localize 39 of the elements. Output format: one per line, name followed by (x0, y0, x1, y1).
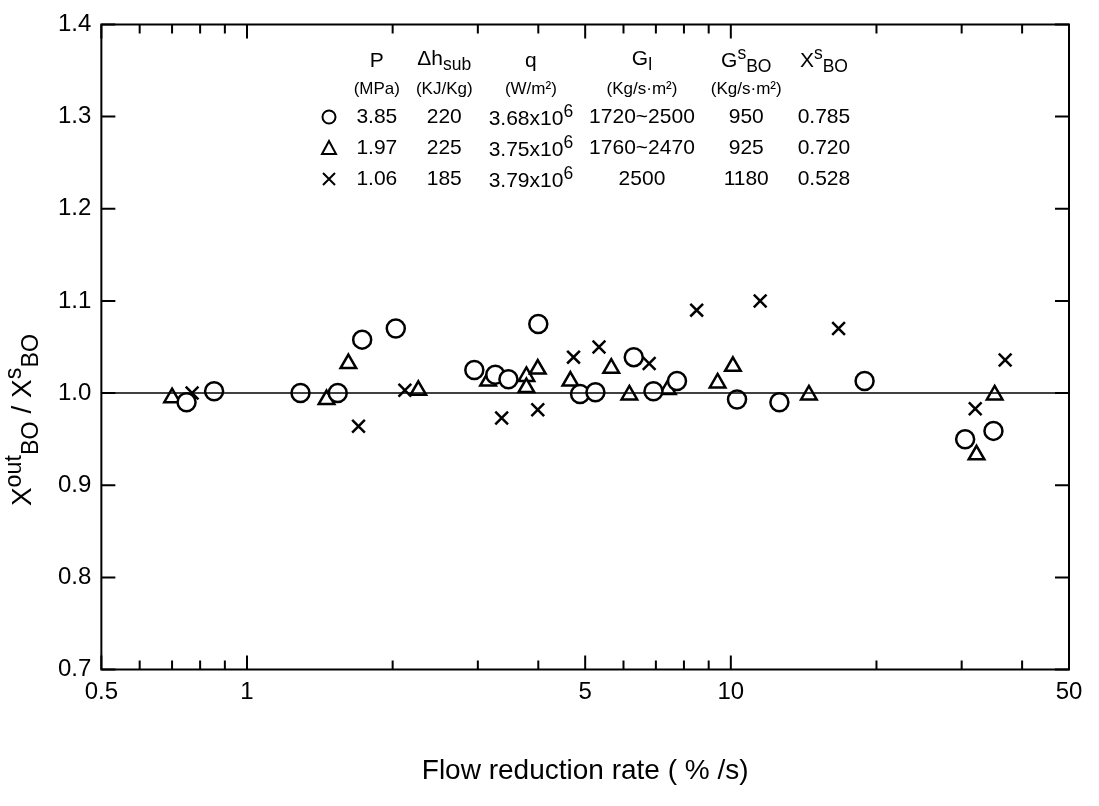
y-tick-label: 0.9 (57, 469, 92, 497)
annotation: P (368, 47, 385, 74)
annotation: 1180 (722, 164, 770, 191)
y-tick-label: 1.3 (57, 101, 92, 129)
annotation: q (524, 47, 538, 74)
annotation: 0.528 (796, 164, 852, 191)
annotation: (Kg/s·m²) (605, 78, 679, 101)
legend-label: 1.97 (355, 133, 399, 160)
annotation: 950 (727, 102, 765, 129)
annotation: 925 (727, 133, 765, 160)
y-tick-label: 1.1 (57, 285, 92, 313)
annotation: Δh$_{sub}$ (416, 44, 473, 76)
y-tick-label: 0.8 (57, 562, 92, 590)
y-tick-label: 1.2 (57, 193, 92, 221)
annotation: 3.79x10$^{6}$ (487, 162, 575, 194)
annotation: 185 (425, 164, 463, 191)
annotation: (KJ/Kg) (414, 78, 474, 101)
x-tick-label: 5 (578, 676, 592, 704)
annotation: 220 (425, 102, 463, 129)
annotation: 3.68x10$^{6}$ (487, 100, 575, 132)
annotation: 0.785 (796, 102, 852, 129)
y-tick-label: 1.4 (57, 9, 92, 37)
x-axis-title: Flow reduction rate ( % /s) (421, 753, 749, 785)
annotation: (Kg/s·m²) (709, 78, 783, 101)
annotation: 1720~2500 (588, 102, 696, 129)
legend-label: 3.85 (355, 102, 399, 129)
annotation: 0.720 (796, 133, 852, 160)
annotation: 2500 (617, 164, 667, 191)
annotation: G$_{l}$ (630, 44, 654, 76)
annotation: (MPa) (352, 78, 401, 101)
legend-label: 1.06 (355, 164, 399, 191)
annotation: 3.75x10$^{6}$ (487, 131, 575, 163)
x-tick-label: 1 (240, 676, 254, 704)
y-tick-label: 1.0 (57, 377, 92, 405)
annotation: 225 (425, 133, 463, 160)
x-tick-label: 10 (717, 676, 745, 704)
annotation: (W/m²) (503, 78, 558, 101)
annotation: 1760~2470 (588, 133, 696, 160)
x-tick-label: 50 (1055, 676, 1083, 704)
